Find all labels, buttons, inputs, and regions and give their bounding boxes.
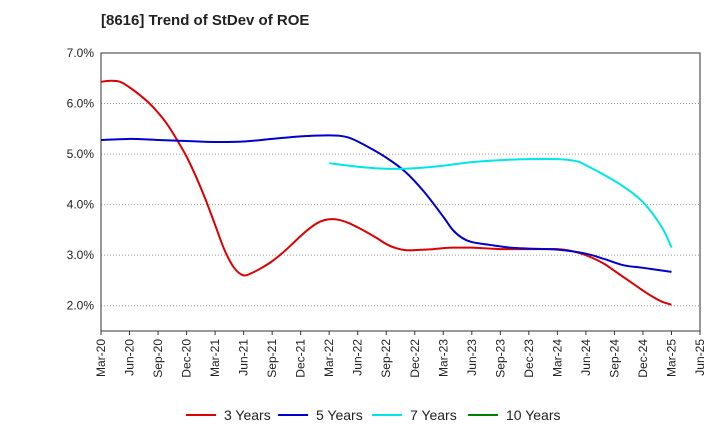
x-tick-label: Dec-22 xyxy=(408,339,422,378)
y-tick-label: 5.0% xyxy=(67,147,95,161)
x-tick-label: Mar-22 xyxy=(322,339,336,377)
plot-area xyxy=(100,52,701,332)
legend-label-5-years: 5 Years xyxy=(316,407,363,423)
x-tick-label: Sep-23 xyxy=(493,339,507,378)
x-tick-label: Jun-23 xyxy=(465,339,479,376)
legend-label-3-years: 3 Years xyxy=(224,407,271,423)
legend: 3 Years 5 Years 7 Years 10 Years xyxy=(186,407,561,423)
legend-label-10-years: 10 Years xyxy=(506,407,561,423)
y-tick-label: 7.0% xyxy=(67,46,95,60)
y-tick-label: 2.0% xyxy=(67,299,95,313)
x-tick-label: Mar-25 xyxy=(664,339,678,377)
x-tick-label: Jun-21 xyxy=(237,339,251,376)
series-line-7-years xyxy=(329,157,673,249)
y-tick-label: 3.0% xyxy=(67,248,95,262)
x-tick-label: Sep-20 xyxy=(151,339,165,378)
x-axis: Mar-20 Jun-20 Sep-20 Dec-20 Mar-21 Jun-21 Sep-… xyxy=(94,331,707,378)
x-tick-label: Mar-20 xyxy=(94,339,108,377)
x-tick-label: Sep-21 xyxy=(265,339,279,378)
x-tick-label: Mar-23 xyxy=(436,339,450,377)
y-tick-label: 6.0% xyxy=(67,97,95,111)
x-tick-label: Dec-21 xyxy=(294,339,308,378)
x-tick-label: Jun-24 xyxy=(579,339,593,376)
chart-title: [8616] Trend of StDev of ROE xyxy=(101,12,310,29)
x-tick-label: Sep-22 xyxy=(379,339,393,378)
series-line-3-years xyxy=(100,79,672,306)
series-lines xyxy=(100,79,673,306)
y-axis: 2.0% 3.0% 4.0% 5.0% 6.0% 7.0% xyxy=(67,46,95,313)
x-tick-label: Jun-20 xyxy=(123,339,137,376)
y-tick-label: 4.0% xyxy=(67,198,95,212)
series-line-5-years xyxy=(100,134,672,273)
legend-label-7-years: 7 Years xyxy=(410,407,457,423)
x-tick-label: Jun-25 xyxy=(693,339,707,376)
x-tick-label: Dec-24 xyxy=(636,339,650,378)
x-tick-label: Sep-24 xyxy=(607,339,621,378)
x-tick-label: Jun-22 xyxy=(351,339,365,376)
x-tick-label: Mar-24 xyxy=(550,339,564,377)
x-tick-label: Dec-20 xyxy=(180,339,194,378)
x-tick-label: Mar-21 xyxy=(208,339,222,377)
x-tick-label: Dec-23 xyxy=(522,339,536,378)
